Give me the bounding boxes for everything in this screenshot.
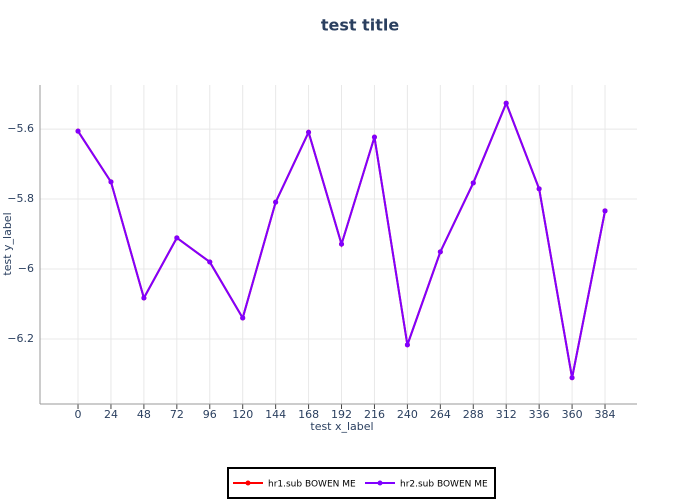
point (503, 100, 509, 106)
legend-label: hr2.sub BOWEN ME (400, 480, 488, 490)
point (174, 235, 180, 241)
x-tick-label: 360 (562, 408, 583, 421)
x-tick-label: 264 (430, 408, 451, 421)
point (339, 241, 345, 247)
point (240, 315, 246, 321)
y-tick-label: −6 (18, 262, 34, 275)
x-tick-label: 120 (232, 408, 253, 421)
x-tick-label: 312 (496, 408, 517, 421)
x-tick-label: 96 (203, 408, 217, 421)
point (273, 199, 279, 205)
legend-marker (245, 480, 251, 486)
x-tick-label: 192 (331, 408, 352, 421)
point (404, 342, 410, 348)
point (371, 134, 377, 140)
point (207, 259, 213, 265)
x-tick-label: 168 (298, 408, 319, 421)
x-tick-label: 72 (170, 408, 184, 421)
x-tick-label: 336 (529, 408, 550, 421)
x-tick-label: 240 (397, 408, 418, 421)
legend-label: hr1.sub BOWEN ME (268, 480, 356, 490)
point (141, 295, 147, 301)
point (569, 375, 575, 381)
chart-title: test title (321, 16, 400, 35)
x-tick-label: 384 (595, 408, 616, 421)
legend-marker (377, 480, 383, 486)
x-tick-label: 216 (364, 408, 385, 421)
point (75, 128, 81, 134)
x-axis-label: test x_label (310, 420, 373, 433)
y-axis-label: test y_label (1, 212, 14, 275)
x-tick-label: 144 (265, 408, 286, 421)
point (470, 180, 476, 186)
point (536, 186, 542, 192)
x-tick-label: 0 (75, 408, 82, 421)
y-tick-label: −6.2 (7, 332, 34, 345)
point (108, 179, 114, 185)
legend-box (227, 467, 496, 499)
y-tick-label: −5.8 (7, 192, 34, 205)
x-tick-label: 48 (137, 408, 151, 421)
point (602, 208, 608, 214)
x-tick-label: 288 (463, 408, 484, 421)
x-tick-label: 24 (104, 408, 118, 421)
point (437, 249, 443, 255)
y-tick-label: −5.6 (7, 122, 34, 135)
point (306, 129, 312, 135)
